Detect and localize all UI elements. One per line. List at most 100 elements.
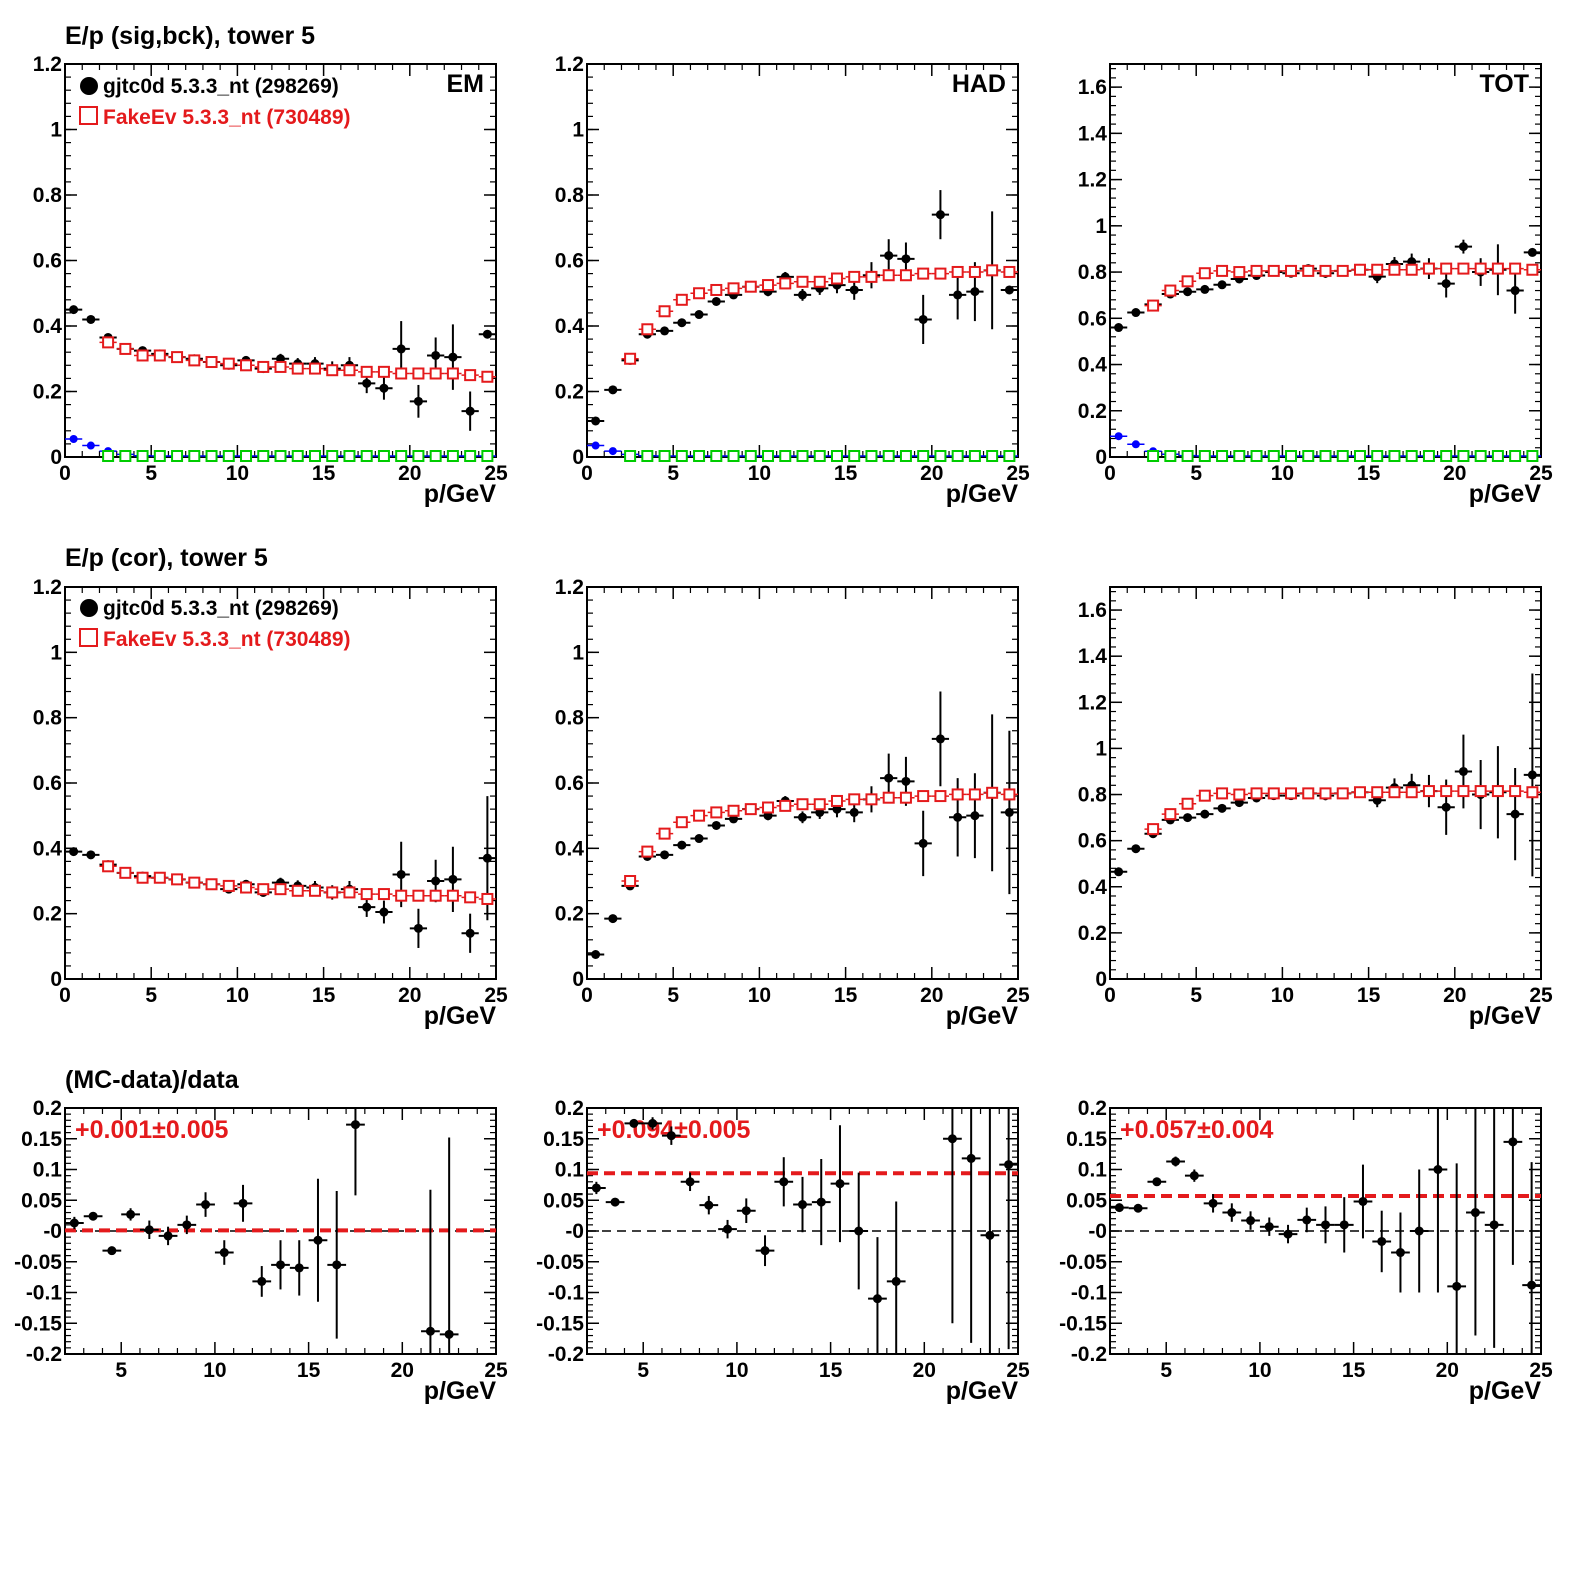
plot-frame bbox=[64, 586, 497, 980]
x-tick-label: 15 bbox=[1357, 462, 1381, 485]
mc-point bbox=[624, 352, 637, 365]
mc-point bbox=[446, 889, 459, 902]
background-mc-point bbox=[1319, 450, 1332, 462]
legend: gjtc0d 5.3.3_nt (298269) FakeEv 5.3.3_nt… bbox=[79, 597, 351, 651]
y-tick-label: -0.1 bbox=[1071, 1282, 1108, 1305]
data-point bbox=[1377, 1236, 1387, 1246]
y-tick-label: 0.8 bbox=[33, 707, 63, 730]
mc-point bbox=[796, 798, 809, 811]
data-point bbox=[1208, 1198, 1218, 1208]
mc-point bbox=[205, 356, 218, 369]
data-point bbox=[901, 776, 911, 786]
mc-point bbox=[882, 269, 895, 282]
mc-point bbox=[1491, 262, 1504, 275]
y-tick-label: -0.15 bbox=[1059, 1312, 1107, 1335]
mc-point bbox=[675, 293, 688, 306]
data-point bbox=[591, 1183, 601, 1193]
x-tick-label: 0 bbox=[1104, 462, 1116, 485]
x-tick-label: 25 bbox=[1529, 1359, 1553, 1382]
background-mc-point bbox=[377, 450, 390, 462]
x-tick-label: 25 bbox=[484, 462, 508, 485]
data-point bbox=[1283, 1229, 1293, 1239]
x-tick-label: 15 bbox=[1357, 984, 1381, 1007]
x-tick-label: 25 bbox=[1006, 984, 1030, 1007]
data-point bbox=[966, 1153, 976, 1163]
x-axis-label: p/GeV bbox=[1469, 1002, 1542, 1030]
data-point bbox=[660, 326, 670, 336]
mc-point bbox=[1267, 787, 1280, 800]
background-mc-point bbox=[986, 450, 999, 462]
y-tick-label: -0.15 bbox=[14, 1312, 62, 1335]
background-mc-point bbox=[710, 450, 723, 462]
data-point bbox=[685, 1177, 695, 1187]
mc-point bbox=[1440, 262, 1453, 275]
y-tick-label: 0.15 bbox=[543, 1128, 584, 1151]
data-point bbox=[947, 1134, 957, 1144]
background-mc-point bbox=[1440, 450, 1453, 462]
y-tick-label: -0 bbox=[43, 1220, 62, 1243]
background-mc-point bbox=[830, 450, 843, 462]
data-point bbox=[798, 290, 807, 300]
x-tick-label: 5 bbox=[145, 984, 157, 1007]
plot-frame bbox=[586, 63, 1019, 458]
mc-point bbox=[274, 883, 287, 896]
x-tick-label: 5 bbox=[667, 984, 679, 1007]
y-tick-label: 0.6 bbox=[1078, 830, 1107, 853]
y-tick-label: 1.2 bbox=[1078, 169, 1107, 192]
data-point bbox=[608, 385, 618, 395]
x-tick-label: 5 bbox=[115, 1359, 127, 1382]
data-point bbox=[294, 1263, 304, 1273]
mc-point bbox=[968, 265, 981, 278]
mc-point bbox=[1003, 788, 1016, 801]
background-mc-point bbox=[624, 450, 637, 462]
background-mc-point bbox=[675, 450, 688, 462]
y-tick-label: 1 bbox=[1095, 215, 1107, 238]
mc-point bbox=[1457, 262, 1470, 275]
data-point bbox=[1433, 1165, 1443, 1174]
row-title-ratio: (MC-data)/data bbox=[65, 1066, 240, 1094]
data-point bbox=[69, 305, 79, 315]
background-mc-point bbox=[1353, 450, 1366, 462]
data-point bbox=[953, 290, 963, 300]
mc-point bbox=[136, 871, 149, 884]
background-mc-point bbox=[1388, 450, 1401, 462]
data-point bbox=[849, 285, 859, 295]
background-mc-point bbox=[205, 450, 218, 462]
mc-point bbox=[710, 283, 723, 296]
data-point bbox=[1227, 1208, 1237, 1218]
mc-point bbox=[1319, 264, 1332, 277]
x-tick-label: 0 bbox=[581, 984, 593, 1007]
data-point bbox=[465, 928, 475, 938]
data-point bbox=[1004, 807, 1014, 817]
legend-mc-marker bbox=[79, 628, 98, 647]
data-point bbox=[1200, 284, 1210, 294]
data-point bbox=[86, 314, 96, 324]
data-point bbox=[891, 1276, 901, 1286]
mc-point bbox=[882, 791, 895, 804]
data-point bbox=[431, 876, 441, 886]
background-mc-point bbox=[1302, 450, 1315, 462]
mc-point bbox=[395, 367, 408, 380]
background-mc-point bbox=[727, 450, 740, 462]
data-point bbox=[448, 874, 458, 884]
mc-point bbox=[1491, 785, 1504, 798]
background-mc-point bbox=[1457, 450, 1470, 462]
mc-point bbox=[481, 370, 494, 383]
data-point bbox=[1152, 1177, 1162, 1187]
x-tick-label: 10 bbox=[748, 462, 771, 485]
row-title-sigbck: E/p (sig,bck), tower 5 bbox=[65, 22, 315, 50]
data-point bbox=[219, 1248, 229, 1258]
mc-point bbox=[727, 804, 740, 817]
background-mc-point bbox=[188, 450, 201, 462]
x-axis-label: p/GeV bbox=[424, 480, 497, 508]
x-axis-label: p/GeV bbox=[946, 1377, 1019, 1405]
x-tick-label: 5 bbox=[145, 462, 157, 485]
x-axis-label: p/GeV bbox=[424, 1002, 497, 1030]
data-point bbox=[694, 310, 704, 320]
data-point bbox=[1133, 1203, 1143, 1213]
data-point bbox=[1458, 766, 1468, 776]
data-point bbox=[798, 1200, 807, 1210]
y-tick-label: 1.2 bbox=[555, 53, 584, 76]
y-tick-label: -0 bbox=[565, 1220, 584, 1243]
mc-point bbox=[360, 365, 373, 378]
